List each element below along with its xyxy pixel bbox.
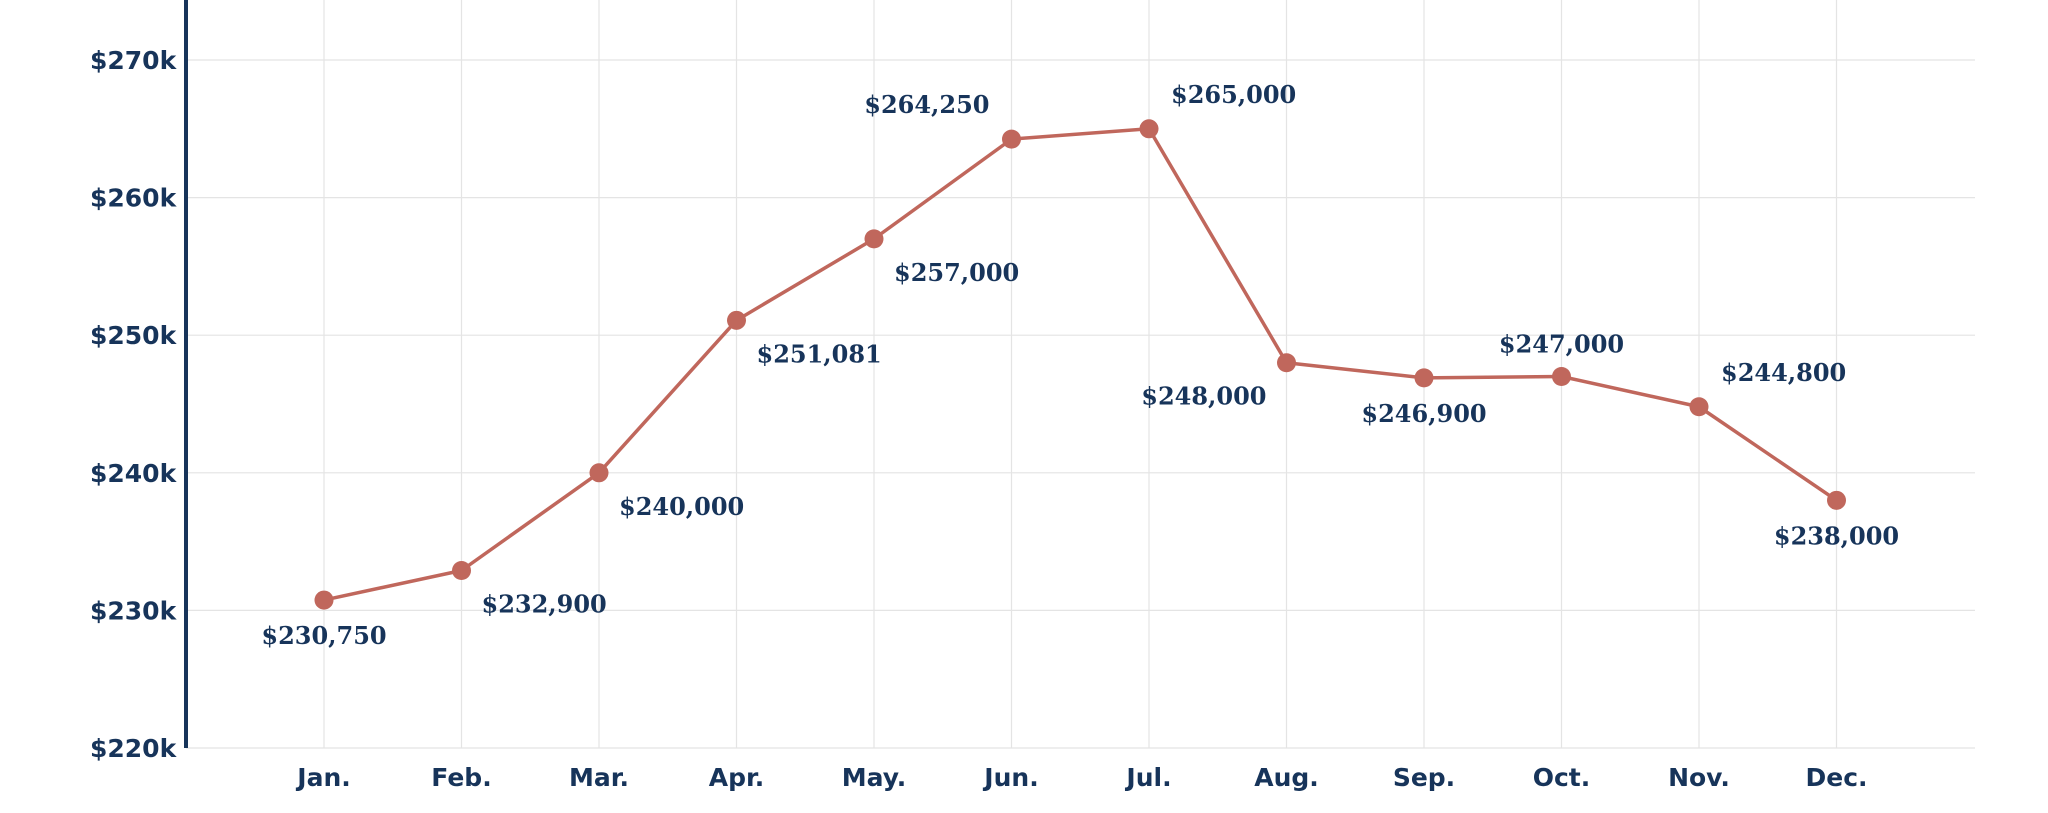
data-label: $240,000: [619, 492, 744, 521]
data-point: [589, 463, 609, 483]
y-tick-label: $270k: [90, 46, 178, 75]
data-label: $248,000: [1141, 382, 1266, 411]
x-tick-label: May.: [842, 763, 906, 792]
data-point: [1689, 397, 1709, 417]
y-tick-labels: $220k $230k $240k $250k $260k $270k: [90, 46, 178, 763]
y-tick-label: $250k: [90, 321, 178, 350]
x-tick-label: Oct.: [1533, 763, 1591, 792]
series-line: [323, 127, 1838, 602]
data-label: $251,081: [757, 339, 882, 368]
x-tick-label: Mar.: [569, 763, 629, 792]
data-label: $247,000: [1499, 329, 1624, 358]
y-tick-label: $230k: [90, 596, 178, 625]
series-line-path: [323, 127, 1838, 602]
data-point: [1002, 129, 1021, 149]
x-tick-label: Aug.: [1254, 763, 1319, 792]
x-tick-label: Jun.: [982, 763, 1038, 792]
x-tick-labels: Jan. Feb. Mar. Apr. May. Jun. Jul. Aug. Sep. Oct.…: [295, 763, 1867, 792]
x-tick-label: Sep.: [1393, 763, 1455, 792]
data-label: $265,000: [1171, 80, 1296, 109]
y-tick-label: $260k: [90, 184, 178, 213]
y-tick-label: $220k: [90, 734, 178, 763]
data-label: $238,000: [1774, 521, 1899, 550]
x-tick-label: Jan.: [295, 763, 350, 792]
grid: [186, 0, 1975, 749]
data-point: [1827, 490, 1846, 510]
data-labels: $230,750 $232,900 $240,000 $251,081 $257,000…: [261, 80, 1899, 650]
data-point: [1139, 119, 1159, 139]
x-tick-label: Feb.: [431, 763, 491, 792]
x-tick-label: Nov.: [1668, 763, 1730, 792]
data-label: $257,000: [894, 258, 1019, 287]
data-label: $246,900: [1361, 399, 1486, 428]
data-point: [1552, 366, 1571, 386]
data-label: $264,250: [864, 90, 989, 119]
data-point: [864, 229, 884, 249]
data-label: $232,900: [482, 589, 607, 618]
data-point: [727, 310, 746, 330]
x-tick-label: Apr.: [709, 763, 765, 792]
data-points: [314, 119, 1846, 610]
data-point: [452, 560, 471, 580]
data-point: [314, 590, 334, 610]
data-point: [1414, 368, 1434, 388]
x-tick-label: Jul.: [1124, 763, 1171, 792]
x-tick-label: Dec.: [1805, 763, 1867, 792]
data-label: $230,750: [261, 621, 386, 650]
data-label: $244,800: [1721, 358, 1846, 387]
data-point: [1277, 353, 1296, 373]
y-tick-label: $240k: [90, 459, 178, 488]
